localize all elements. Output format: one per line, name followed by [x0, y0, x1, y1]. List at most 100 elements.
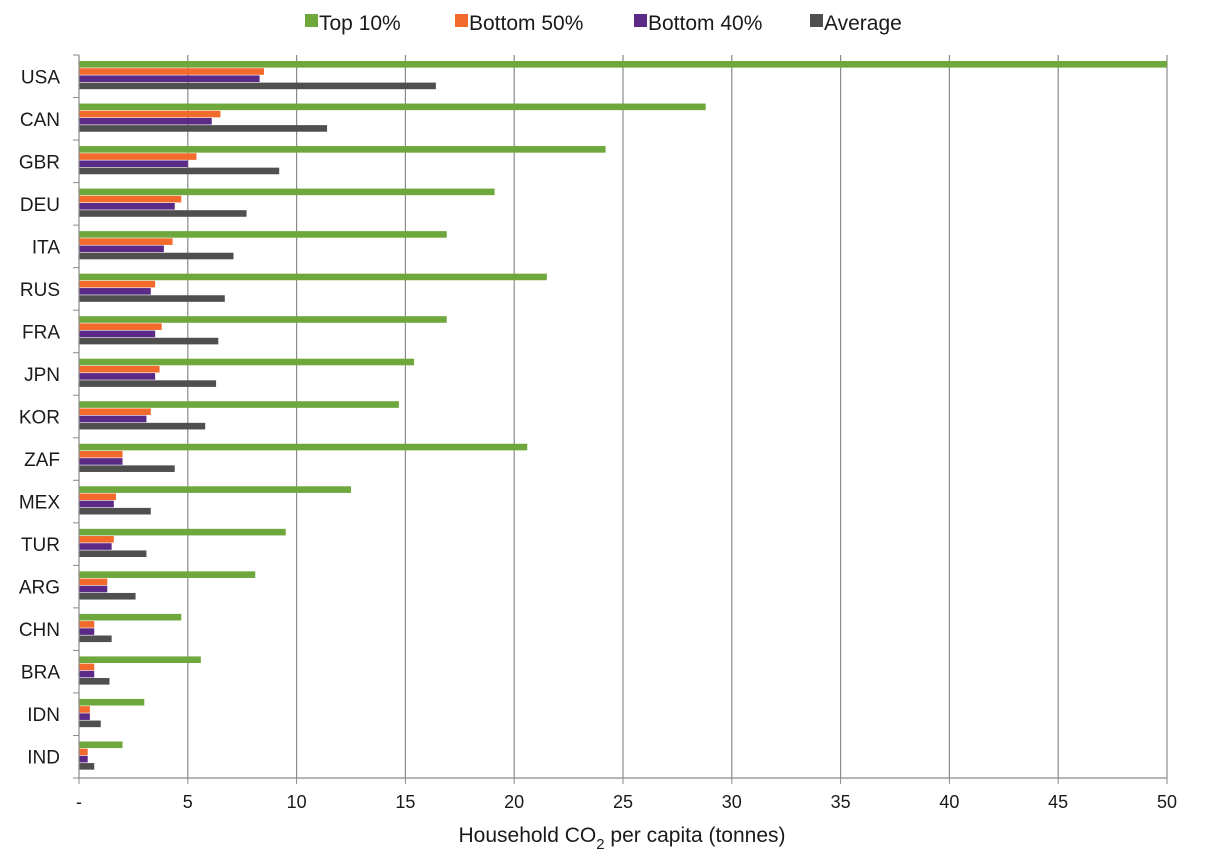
bar-chn-average [79, 635, 112, 643]
legend-label: Bottom 40% [648, 12, 762, 35]
x-tick-label: 40 [939, 792, 959, 812]
bar-kor-bottom-50 [79, 408, 151, 416]
bar-usa-bottom-50 [79, 68, 264, 75]
bar-bra-top-10 [79, 656, 201, 664]
bar-bra-bottom-50 [79, 663, 95, 671]
bar-gbr-bottom-40 [79, 160, 188, 168]
bar-ind-average [79, 763, 95, 770]
bar-jpn-average [79, 380, 217, 387]
bar-bra-bottom-40 [79, 670, 95, 678]
bar-arg-bottom-40 [79, 585, 108, 593]
bar-kor-average [79, 422, 206, 430]
bar-bra-average [79, 678, 110, 685]
category-label-tur: TUR [21, 535, 60, 556]
bar-idn-top-10 [79, 698, 145, 706]
bar-mex-bottom-40 [79, 500, 114, 508]
category-label-rus: RUS [20, 280, 60, 301]
category-label-jpn: JPN [24, 365, 60, 386]
x-tick-label: 15 [395, 792, 415, 812]
bar-ind-top-10 [79, 741, 123, 749]
x-tick-label: 20 [504, 792, 524, 812]
bar-ind-bottom-50 [79, 748, 88, 756]
category-label-gbr: GBR [19, 152, 60, 173]
gridlines [187, 55, 1168, 778]
legend-swatch [810, 14, 823, 27]
bar-can-bottom-40 [79, 117, 212, 125]
bar-mex-top-10 [79, 486, 351, 493]
category-label-zaf: ZAF [24, 450, 60, 471]
category-label-ita: ITA [32, 237, 60, 258]
category-label-usa: USA [21, 67, 60, 88]
bar-deu-top-10 [79, 188, 495, 196]
bar-zaf-bottom-50 [79, 450, 123, 458]
bar-chn-bottom-50 [79, 621, 95, 628]
bar-zaf-average [79, 465, 175, 472]
x-tick-label: 5 [183, 792, 193, 812]
bar-mex-bottom-50 [79, 493, 116, 501]
bar-fra-average [79, 337, 219, 345]
legend-label: Top 10% [319, 12, 401, 35]
bar-usa-bottom-40 [79, 75, 260, 82]
bar-usa-average [79, 82, 436, 90]
legend-swatch [305, 14, 318, 27]
bar-arg-average [79, 592, 136, 600]
bar-mex-average [79, 507, 151, 515]
legend: Top 10% Bottom 50% Bottom 40% Average [305, 12, 902, 35]
axes: - 5 10 15 20 25 30 35 40 45 50 USA CAN GBR DEU ITA RUS FR… [19, 54, 1177, 812]
category-label-idn: IDN [27, 705, 60, 726]
bar-can-bottom-50 [79, 110, 221, 118]
bar-can-average [79, 125, 328, 132]
bar-ita-top-10 [79, 231, 447, 238]
category-label-can: CAN [20, 110, 60, 131]
bar-fra-top-10 [79, 316, 447, 323]
x-tick-label: - [76, 792, 82, 812]
bar-tur-top-10 [79, 528, 286, 536]
legend-label: Average [824, 12, 902, 35]
bar-deu-bottom-40 [79, 202, 175, 210]
bar-ind-bottom-40 [79, 755, 88, 763]
bars [79, 61, 1167, 770]
bar-fra-bottom-40 [79, 330, 156, 338]
bar-idn-bottom-50 [79, 706, 90, 713]
bar-arg-bottom-50 [79, 578, 108, 586]
category-label-mex: MEX [19, 493, 61, 514]
bar-ita-bottom-40 [79, 245, 164, 253]
bar-usa-top-10 [79, 61, 1167, 68]
bar-zaf-bottom-40 [79, 458, 123, 465]
bar-rus-bottom-50 [79, 280, 156, 288]
bar-zaf-top-10 [79, 443, 528, 451]
bar-tur-bottom-50 [79, 536, 114, 543]
category-label-fra: FRA [22, 322, 60, 343]
x-tick-label: 50 [1157, 792, 1177, 812]
bar-idn-bottom-40 [79, 713, 90, 720]
bar-gbr-top-10 [79, 146, 606, 153]
bar-tur-average [79, 550, 147, 558]
legend-label: Bottom 50% [469, 12, 583, 35]
x-tick-label: 45 [1048, 792, 1068, 812]
bar-jpn-bottom-40 [79, 373, 156, 380]
bar-idn-average [79, 720, 101, 728]
bar-chn-top-10 [79, 613, 182, 621]
category-label-bra: BRA [21, 663, 60, 684]
x-axis-title: Household CO2 per capita (tonnes) [458, 824, 785, 853]
bar-kor-bottom-40 [79, 415, 147, 423]
x-tick-label: 10 [287, 792, 307, 812]
bar-kor-top-10 [79, 401, 399, 408]
bar-gbr-average [79, 167, 280, 175]
category-label-arg: ARG [19, 578, 60, 599]
category-label-kor: KOR [19, 408, 60, 429]
bar-jpn-top-10 [79, 358, 415, 366]
bar-tur-bottom-40 [79, 543, 112, 550]
bar-deu-bottom-50 [79, 195, 182, 203]
category-label-chn: CHN [19, 620, 60, 641]
bar-fra-bottom-50 [79, 323, 162, 330]
bar-chn-bottom-40 [79, 628, 95, 635]
bar-deu-average [79, 210, 247, 217]
x-tick-label: 25 [613, 792, 633, 812]
category-label-deu: DEU [20, 195, 60, 216]
bar-rus-top-10 [79, 273, 547, 281]
bar-ita-average [79, 252, 234, 260]
bar-ita-bottom-50 [79, 238, 173, 245]
